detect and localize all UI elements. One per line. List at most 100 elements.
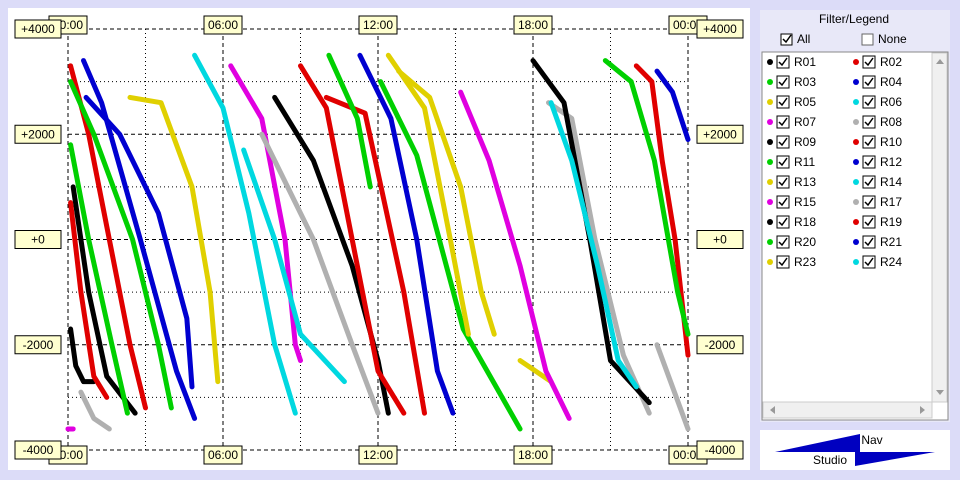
legend-swatch — [853, 159, 859, 165]
x-tick-label: 18:00 — [518, 448, 548, 462]
legend-checkbox[interactable] — [862, 155, 876, 169]
check-mark — [864, 157, 874, 167]
horizontal-scrollbar[interactable] — [762, 401, 933, 419]
nav-bottom-label[interactable]: Studio — [813, 453, 847, 467]
legend-label[interactable]: R24 — [880, 255, 902, 269]
y-tick-label: +2000 — [21, 127, 55, 141]
x-tick-label-box — [358, 445, 398, 465]
legend-checkbox[interactable] — [862, 75, 876, 89]
series-line — [633, 63, 691, 358]
legend-label[interactable]: R06 — [880, 95, 902, 109]
check-mark — [778, 197, 788, 207]
legend-label[interactable]: R12 — [880, 155, 902, 169]
legend-swatch — [853, 59, 859, 65]
y-tick-label-box — [696, 335, 744, 355]
nav-arrow — [855, 452, 935, 466]
none-checkbox[interactable] — [861, 33, 874, 46]
plot: 00:00 00:00 06:00 06:00 12:00 12:00 18:00 18:00… — [14, 15, 744, 465]
legend-label[interactable]: R05 — [794, 95, 816, 109]
legend-checkbox[interactable] — [776, 75, 790, 89]
check-mark — [778, 137, 788, 147]
y-tick-label-box — [696, 19, 744, 39]
legend-checkbox[interactable] — [862, 135, 876, 149]
nav-arrow — [775, 434, 860, 452]
legend-checkbox[interactable] — [776, 55, 790, 69]
series-line — [127, 94, 221, 385]
series-line — [654, 342, 691, 432]
legend-checkbox[interactable] — [776, 235, 790, 249]
legend-label[interactable]: R13 — [794, 175, 816, 189]
legend-checkbox[interactable] — [862, 55, 876, 69]
legend-label[interactable]: R11 — [794, 155, 815, 169]
series-line — [357, 52, 456, 416]
legend-swatch — [767, 219, 773, 225]
y-tick-label-box — [14, 335, 62, 355]
legend-checkbox[interactable] — [862, 95, 876, 109]
check-mark — [782, 34, 792, 44]
legend-checkbox[interactable] — [862, 255, 876, 269]
legend-label[interactable]: R21 — [880, 235, 902, 249]
legend-label[interactable]: R01 — [794, 55, 816, 69]
legend-checkbox[interactable] — [862, 115, 876, 129]
legend-label[interactable]: R23 — [794, 255, 816, 269]
legend-label[interactable]: R03 — [794, 75, 816, 89]
check-mark — [778, 237, 788, 247]
legend-label[interactable]: R19 — [880, 215, 902, 229]
legend-label[interactable]: R04 — [880, 75, 902, 89]
nav-button[interactable]: Nav Studio — [760, 430, 950, 470]
legend-label[interactable]: R14 — [880, 175, 902, 189]
series-line — [259, 131, 381, 416]
series-line — [81, 58, 198, 421]
legend-panel: Filter/Legend All None R01 R02 R03 R04 R05 R0… — [760, 10, 950, 422]
check-mark — [778, 257, 788, 267]
check-mark — [778, 117, 788, 127]
legend-swatch — [767, 119, 773, 125]
series-line — [323, 94, 427, 416]
y-tick-label: -4000 — [23, 443, 54, 457]
legend-swatch — [853, 179, 859, 185]
series-line — [378, 79, 523, 432]
legend-swatch — [767, 179, 773, 185]
y-tick-label-box — [696, 230, 744, 249]
y-tick-label: -2000 — [705, 338, 736, 352]
legend-checkbox[interactable] — [862, 235, 876, 249]
legend-label[interactable]: R02 — [880, 55, 902, 69]
legend-label[interactable]: R15 — [794, 195, 816, 209]
legend-checkbox[interactable] — [776, 215, 790, 229]
none-label[interactable]: None — [878, 32, 907, 46]
legend-checkbox[interactable] — [776, 255, 790, 269]
legend-checkbox[interactable] — [862, 175, 876, 189]
legend-swatch — [767, 239, 773, 245]
series-line — [602, 58, 691, 337]
series-line — [517, 358, 554, 385]
y-tick-label: +4000 — [21, 22, 55, 36]
legend-checkbox[interactable] — [776, 155, 790, 169]
all-checkbox[interactable] — [780, 33, 793, 46]
legend-checkbox[interactable] — [776, 175, 790, 189]
series-line — [68, 200, 110, 400]
series-line — [458, 89, 572, 421]
legend-label[interactable]: R09 — [794, 135, 816, 149]
legend-swatch — [853, 259, 859, 265]
legend-checkbox[interactable] — [776, 115, 790, 129]
series-line — [68, 79, 174, 411]
legend-label[interactable]: R18 — [794, 215, 816, 229]
x-tick-label-box — [513, 445, 553, 465]
legend-checkbox[interactable] — [862, 195, 876, 209]
legend-swatch — [767, 79, 773, 85]
legend-label[interactable]: R20 — [794, 235, 816, 249]
legend-checkbox[interactable] — [862, 215, 876, 229]
series-line — [228, 63, 303, 364]
legend-checkbox[interactable] — [776, 195, 790, 209]
legend-label[interactable]: R17 — [880, 195, 902, 209]
all-label[interactable]: All — [797, 32, 810, 46]
legend-label[interactable]: R08 — [880, 115, 902, 129]
y-tick-label: -2000 — [23, 338, 54, 352]
check-mark — [864, 177, 874, 187]
nav-top-label[interactable]: Nav — [861, 433, 882, 447]
legend-label[interactable]: R10 — [880, 135, 902, 149]
legend-label[interactable]: R07 — [794, 115, 816, 129]
vertical-scrollbar[interactable] — [931, 52, 948, 403]
legend-checkbox[interactable] — [776, 135, 790, 149]
legend-checkbox[interactable] — [776, 95, 790, 109]
